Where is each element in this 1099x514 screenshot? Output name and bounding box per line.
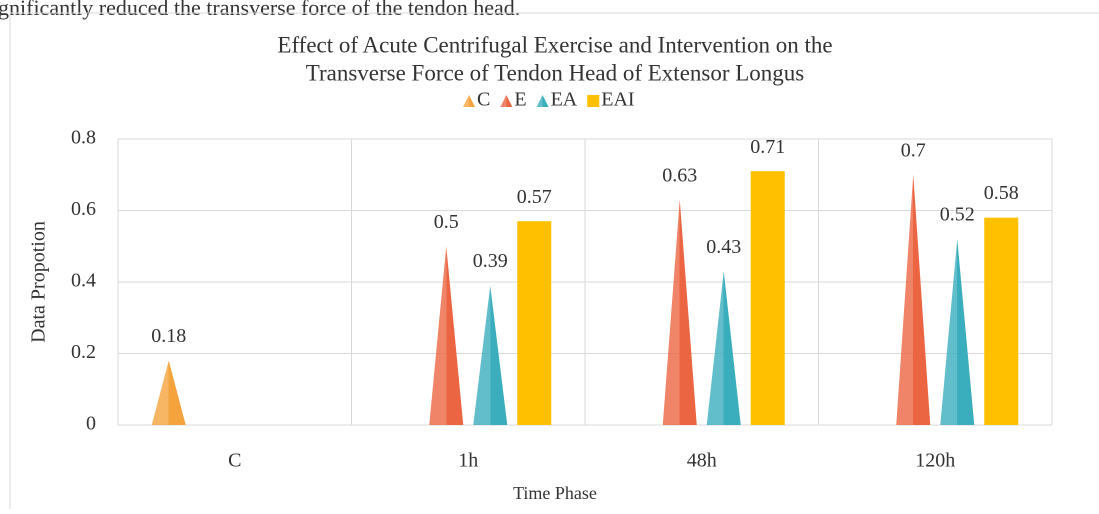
value-label: 0.58 xyxy=(984,182,1019,204)
chart-title: Transverse Force of Tendon Head of Exten… xyxy=(306,60,805,85)
value-label: 0.63 xyxy=(662,164,697,186)
legend-marker xyxy=(587,95,600,107)
bar xyxy=(517,221,552,425)
value-label: 0.52 xyxy=(940,204,975,226)
y-axis-label: Data Propotion xyxy=(28,221,50,343)
cone xyxy=(473,285,508,425)
y-tick-label: 0 xyxy=(86,413,96,435)
legend-label: C xyxy=(477,89,490,111)
x-tick-label: 1h xyxy=(458,450,478,472)
y-tick-label: 0.6 xyxy=(71,198,96,220)
legend-label: EA xyxy=(551,89,578,111)
legend-marker xyxy=(536,95,549,107)
value-label: 0.39 xyxy=(473,250,508,272)
cone xyxy=(706,271,741,425)
value-label: 0.18 xyxy=(151,325,186,347)
bar xyxy=(984,217,1019,425)
x-tick-label: C xyxy=(228,450,241,472)
legend-label: E xyxy=(514,89,526,111)
cone xyxy=(940,239,975,425)
cone xyxy=(662,199,697,425)
x-tick-label: 48h xyxy=(687,450,717,472)
value-label: 0.71 xyxy=(750,136,785,158)
legend-marker xyxy=(500,95,513,107)
value-label: 0.7 xyxy=(901,139,926,161)
cone xyxy=(429,246,464,425)
y-tick-label: 0.8 xyxy=(71,127,96,149)
cone xyxy=(151,360,186,425)
x-axis-label: Time Phase xyxy=(513,483,597,503)
cone xyxy=(896,174,931,425)
header-text: gnificantly reduced the transverse force… xyxy=(0,0,520,20)
value-label: 0.43 xyxy=(706,236,741,258)
legend-marker xyxy=(463,95,475,107)
value-label: 0.57 xyxy=(517,186,552,208)
chart-title: Effect of Acute Centrifugal Exercise and… xyxy=(277,32,832,57)
y-tick-label: 0.4 xyxy=(71,270,96,292)
x-tick-label: 120h xyxy=(915,450,955,472)
value-label: 0.5 xyxy=(434,211,459,233)
y-tick-label: 0.2 xyxy=(71,341,96,363)
legend-label: EAI xyxy=(601,89,634,111)
bar xyxy=(750,171,785,425)
